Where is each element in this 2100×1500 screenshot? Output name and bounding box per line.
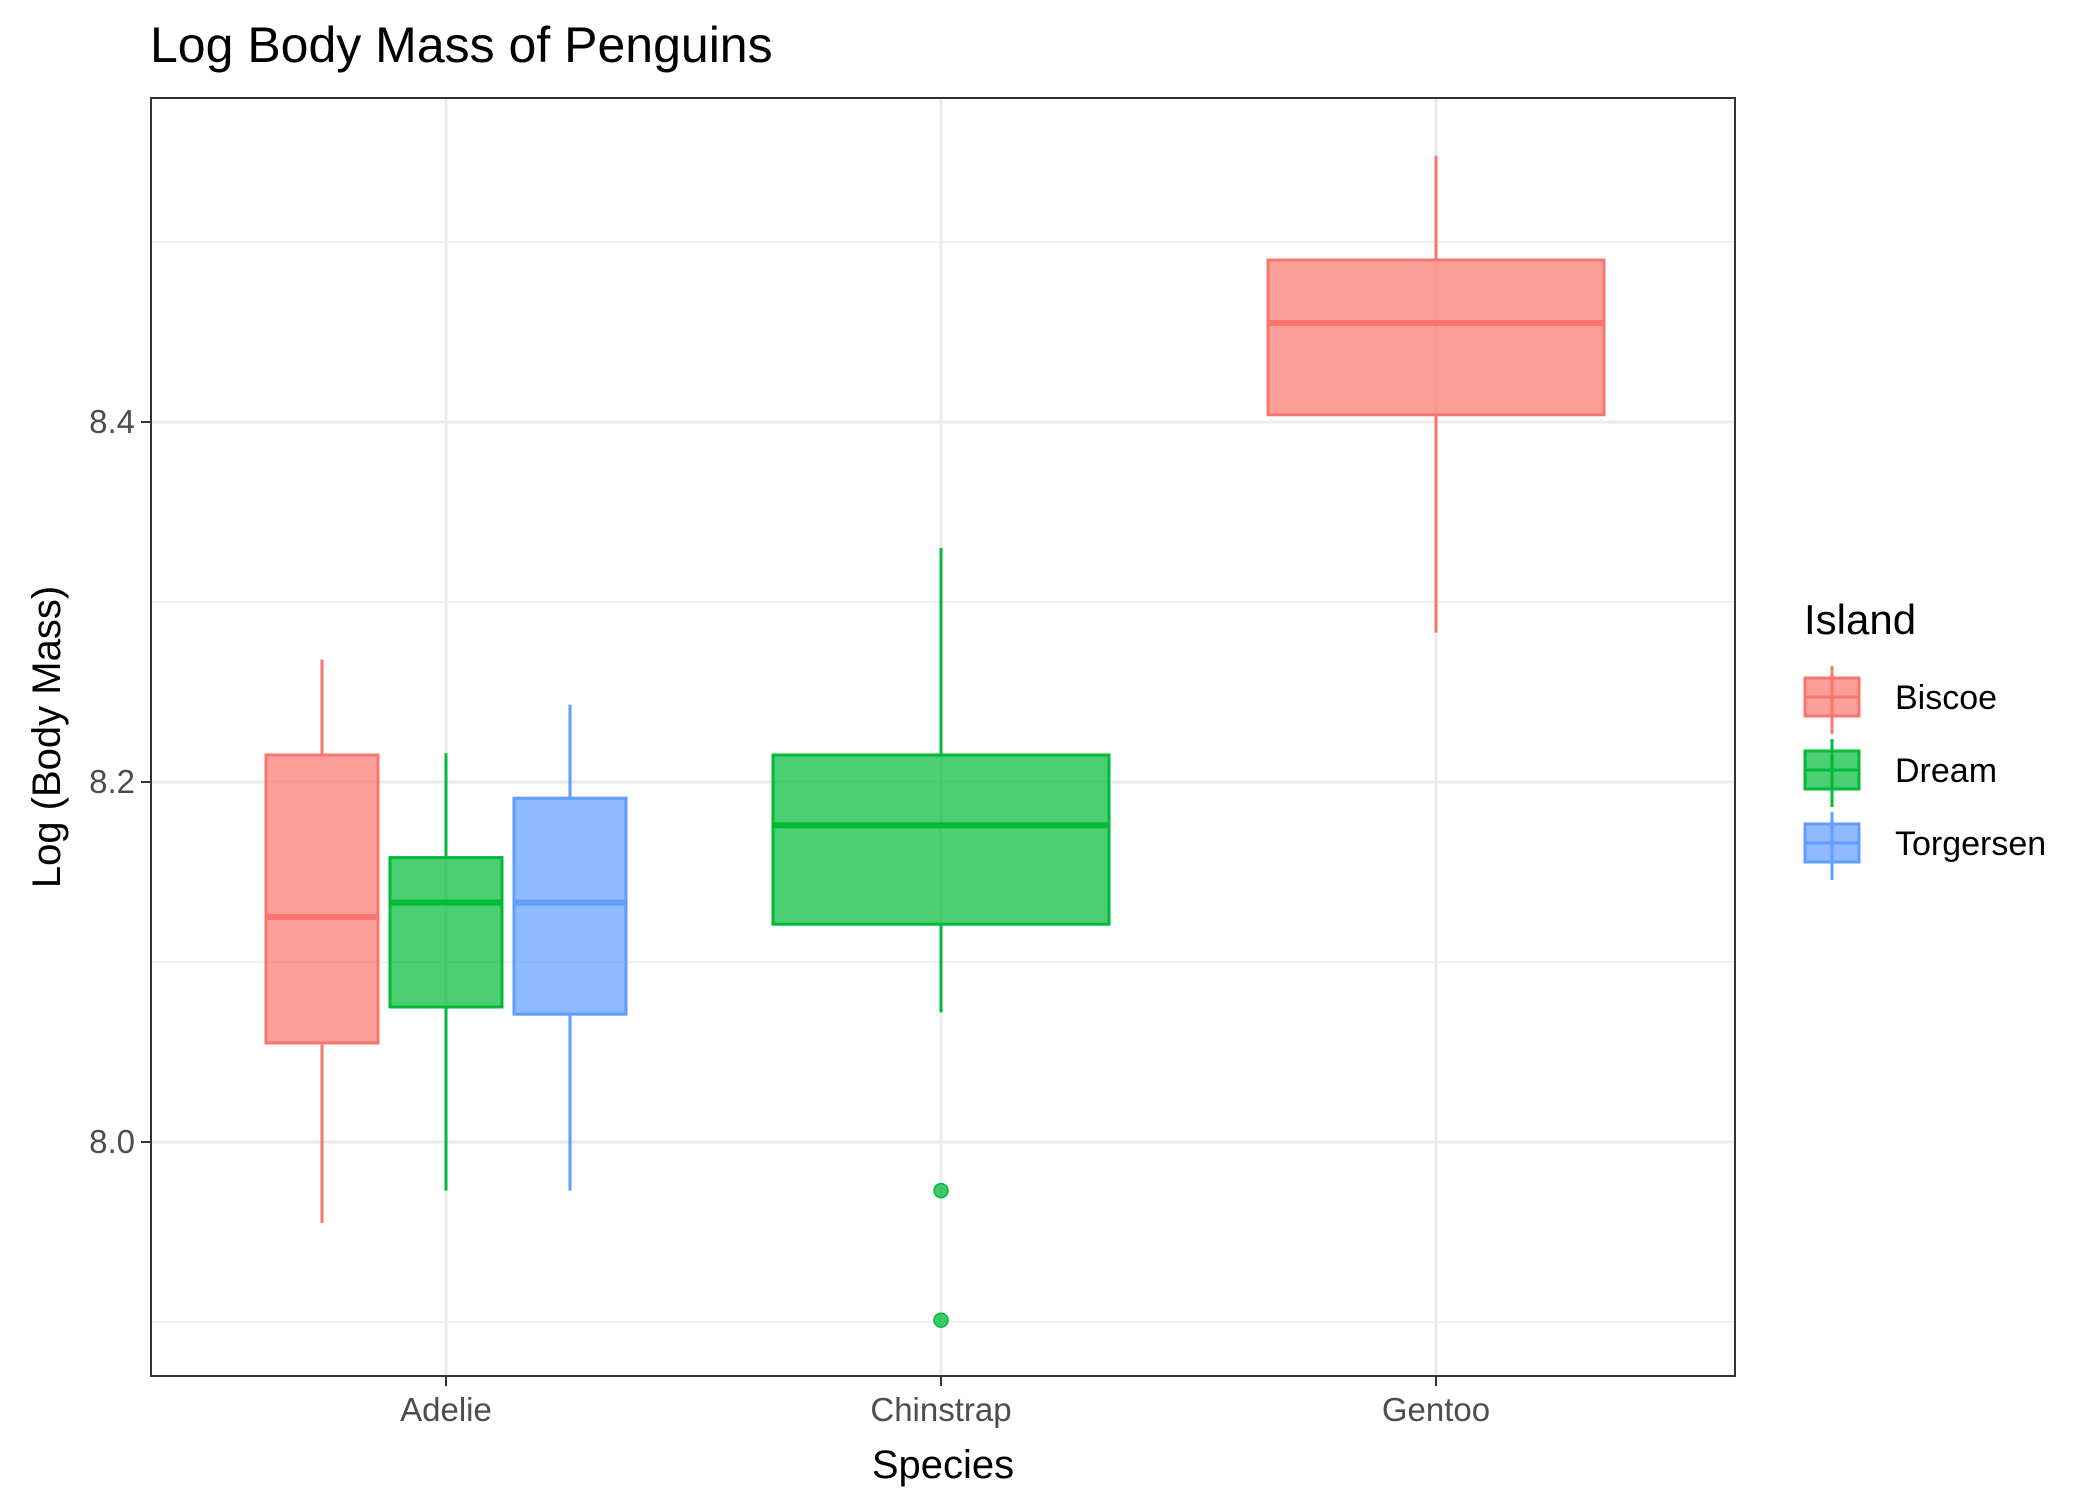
legend-label-dream: Dream: [1895, 752, 1997, 790]
y-tick-label-0: 8.0: [89, 1123, 135, 1160]
box-dream-chinstrap-outlier-1: [933, 1312, 949, 1328]
plot-marks: [264, 155, 1606, 1328]
box-biscoe-gentoo-iqr: [1266, 258, 1606, 417]
box-dream-adelie-iqr: [388, 856, 504, 1009]
x-tick-label-adelie: Adelie: [400, 1391, 492, 1428]
axis-ticks: 8.0 8.2 8.4 Adelie Chinstrap Gentoo: [89, 403, 1490, 1428]
chart-title: Log Body Mass of Penguins: [150, 17, 773, 73]
box-torgersen-adelie-iqr: [512, 796, 628, 1016]
box-dream-chinstrap-iqr: [771, 753, 1111, 926]
box-dream-chinstrap-outlier-0: [933, 1182, 949, 1199]
x-axis-title: Species: [872, 1443, 1014, 1487]
legend-title: Island: [1804, 596, 1916, 643]
plot-panel-border: [150, 97, 1736, 1377]
legend-label-torgersen: Torgersen: [1895, 825, 2046, 863]
legend: Island Biscoe Dream Torgersen: [1803, 596, 2046, 880]
y-tick-label-2: 8.4: [89, 403, 135, 440]
box-biscoe-adelie-iqr: [264, 753, 380, 1045]
y-tick-label-1: 8.2: [89, 763, 135, 800]
x-tick-label-gentoo: Gentoo: [1382, 1391, 1490, 1428]
x-tick-label-chinstrap: Chinstrap: [870, 1391, 1011, 1428]
y-axis-title: Log (Body Mass): [25, 586, 69, 888]
legend-label-biscoe: Biscoe: [1895, 679, 1997, 717]
